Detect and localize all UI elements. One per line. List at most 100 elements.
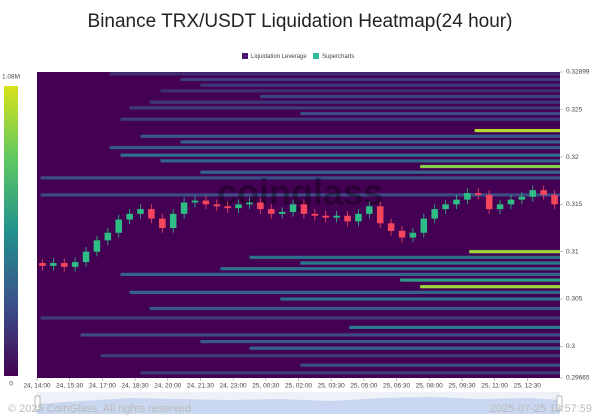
x-tick-label: 24, 14:00	[23, 383, 50, 390]
x-tick-label: 25, 12:30	[514, 383, 541, 390]
axes: 1.08M 0 0.29665 0.3 0.305 0.31 0.315 0.32 0.325 0…	[2, 69, 590, 390]
candle-body	[213, 204, 221, 207]
candle-body	[115, 219, 122, 233]
liquidation-band	[40, 193, 560, 197]
y-tick-label: 0.31	[566, 248, 579, 255]
liquidation-band	[200, 170, 560, 174]
candle-body	[71, 262, 79, 267]
liquidation-band	[160, 159, 560, 163]
candle-body	[235, 204, 242, 209]
liquidation-band	[100, 354, 561, 358]
liquidation-band	[260, 94, 560, 99]
candle-body	[224, 206, 231, 209]
liquidation-band	[40, 316, 560, 320]
x-tick-label: 25, 00:30	[252, 383, 279, 390]
liquidation-band	[200, 339, 560, 344]
x-tick-label: 24, 21:30	[187, 383, 214, 390]
candle-body	[104, 232, 112, 241]
candle-body	[540, 190, 547, 195]
liquidation-band	[249, 255, 560, 259]
candle-body	[93, 240, 101, 252]
candle-body	[246, 202, 253, 205]
watermark: coinglass	[217, 172, 383, 213]
candle-body	[137, 209, 144, 214]
navigator-handle[interactable]	[34, 395, 41, 411]
liquidation-band	[300, 363, 560, 367]
heatmap	[40, 72, 561, 375]
liquidation-band	[109, 146, 560, 150]
x-tick-label: 24, 20:00	[154, 383, 181, 390]
candle-body	[496, 204, 504, 210]
navigator-area	[37, 397, 560, 414]
candle-body	[180, 202, 188, 214]
liquidation-band	[469, 250, 560, 254]
liquidation-band	[149, 306, 560, 311]
x-tick-label: 24, 18:30	[122, 383, 149, 390]
liquidation-band	[140, 371, 560, 375]
liquidation-band	[249, 346, 560, 350]
y-tick-label: 0.3	[566, 343, 575, 350]
candle-body	[409, 232, 417, 238]
liquidation-band	[40, 176, 560, 180]
liquidation-band	[140, 134, 560, 138]
candle-body	[475, 193, 482, 195]
liquidation-band	[149, 100, 560, 104]
navigator-handle[interactable]	[556, 395, 563, 411]
liquidation-band	[420, 164, 560, 169]
x-tick-label: 24, 15:30	[56, 383, 83, 390]
legend-swatch	[242, 53, 248, 59]
liquidation-band	[400, 278, 560, 282]
liquidation-band	[300, 261, 560, 265]
candle-body	[420, 218, 428, 233]
y-tick-label: 0.325	[566, 106, 583, 113]
liquidation-band	[420, 285, 560, 289]
x-tick-label: 24, 17:00	[89, 383, 116, 390]
candle-body	[507, 199, 515, 205]
liquidation-band	[180, 140, 561, 144]
candle-body	[126, 213, 133, 220]
candle-body	[50, 263, 57, 266]
liquidation-band	[129, 106, 561, 110]
legend-label[interactable]: Liquidation Leverage	[251, 54, 307, 60]
candle-body	[453, 199, 460, 205]
candle-body	[485, 194, 493, 210]
candle-body	[267, 209, 275, 214]
candle-body	[311, 213, 319, 216]
liquidation-band	[80, 333, 560, 337]
liquidation-band	[180, 77, 561, 82]
candle-body	[518, 196, 526, 200]
liquidation-band	[120, 117, 560, 121]
candle-body	[366, 206, 373, 214]
x-tick-label: 25, 11:00	[481, 383, 508, 390]
candle-body	[322, 215, 330, 218]
candle-body	[159, 218, 166, 229]
candle-body	[278, 211, 286, 214]
candle-body	[148, 209, 155, 219]
legend-label[interactable]: Supercharts	[322, 54, 354, 60]
candle-body	[191, 200, 199, 203]
candle-body	[551, 194, 558, 205]
x-tick-label: 24, 23:00	[220, 383, 247, 390]
candles	[39, 185, 558, 272]
colorbar-label: 0	[9, 381, 13, 388]
candle-body	[529, 190, 537, 197]
liquidation-band	[474, 128, 560, 133]
colorbar	[4, 86, 18, 376]
x-tick-label: 25, 02:00	[285, 383, 312, 390]
candle-body	[431, 209, 438, 219]
y-tick-label: 0.32	[566, 154, 579, 161]
liquidation-band	[120, 272, 560, 276]
x-tick-label: 25, 05:00	[350, 383, 377, 390]
y-tick-label: 0.305	[566, 296, 583, 303]
y-tick-label: 0.29665	[566, 375, 590, 382]
liquidation-band	[160, 89, 560, 93]
candle-body	[169, 213, 177, 229]
x-tick-label: 25, 08:00	[416, 383, 443, 390]
y-tick-label: 0.315	[566, 201, 583, 208]
liquidation-band	[109, 72, 560, 76]
liquidation-band	[300, 111, 560, 116]
liquidation-band	[220, 267, 560, 271]
x-tick-label: 25, 09:30	[448, 383, 475, 390]
liquidation-band	[120, 153, 560, 157]
